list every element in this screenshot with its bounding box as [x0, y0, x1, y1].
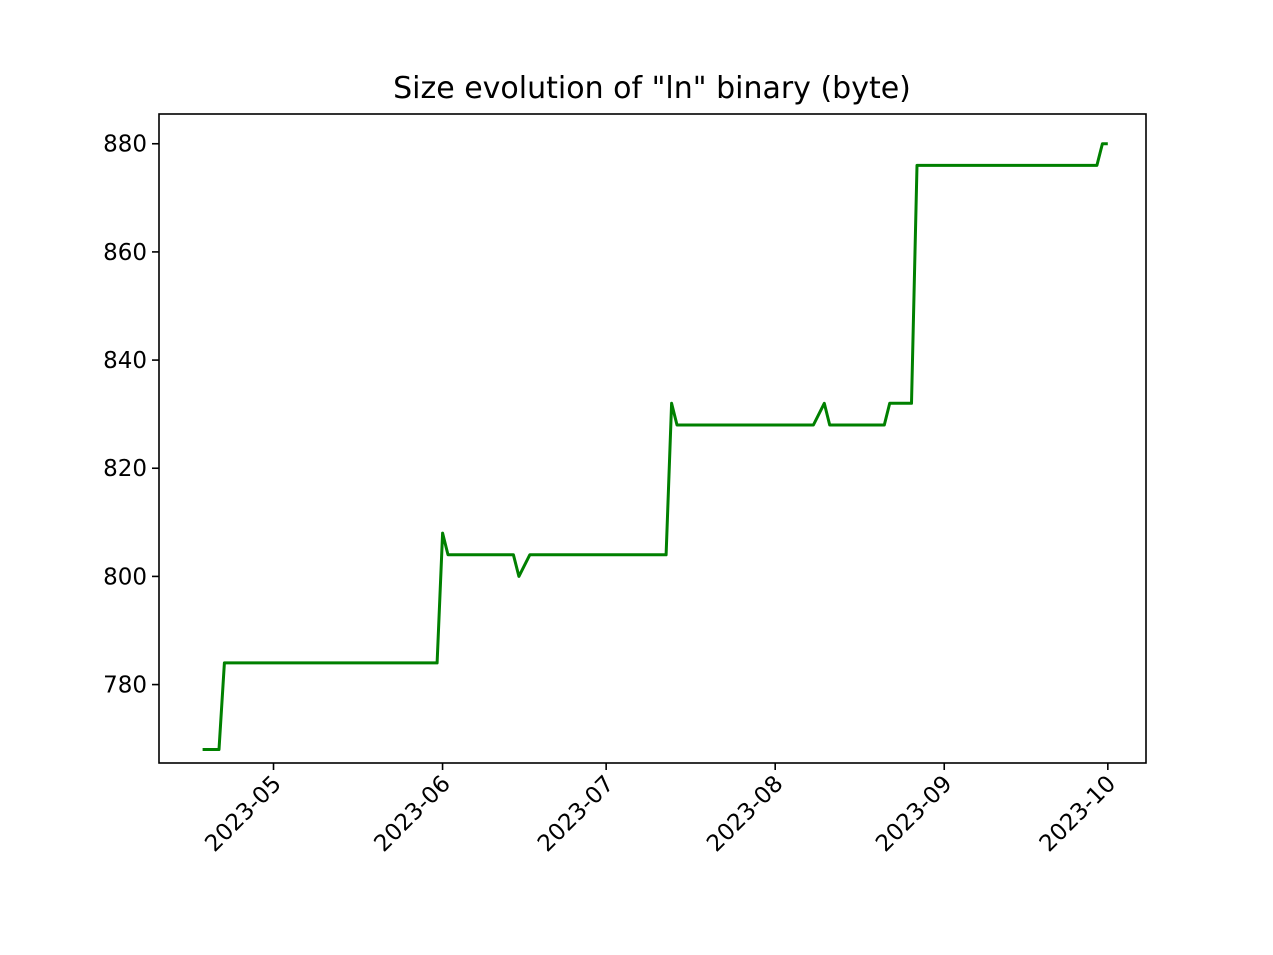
plot-frame	[158, 113, 1147, 764]
y-tick-label: 820	[103, 456, 147, 482]
y-tick-label: 860	[103, 240, 147, 266]
chart-title: Size evolution of "ln" binary (byte)	[393, 71, 911, 106]
y-axis: 780 800 820 840 860 880	[103, 132, 159, 699]
y-tick-label: 800	[103, 564, 147, 590]
series-line-0	[202, 142, 1108, 751]
y-tick-label: 840	[103, 348, 147, 374]
y-tick-label: 780	[103, 673, 147, 699]
y-tick-label: 880	[103, 132, 147, 158]
